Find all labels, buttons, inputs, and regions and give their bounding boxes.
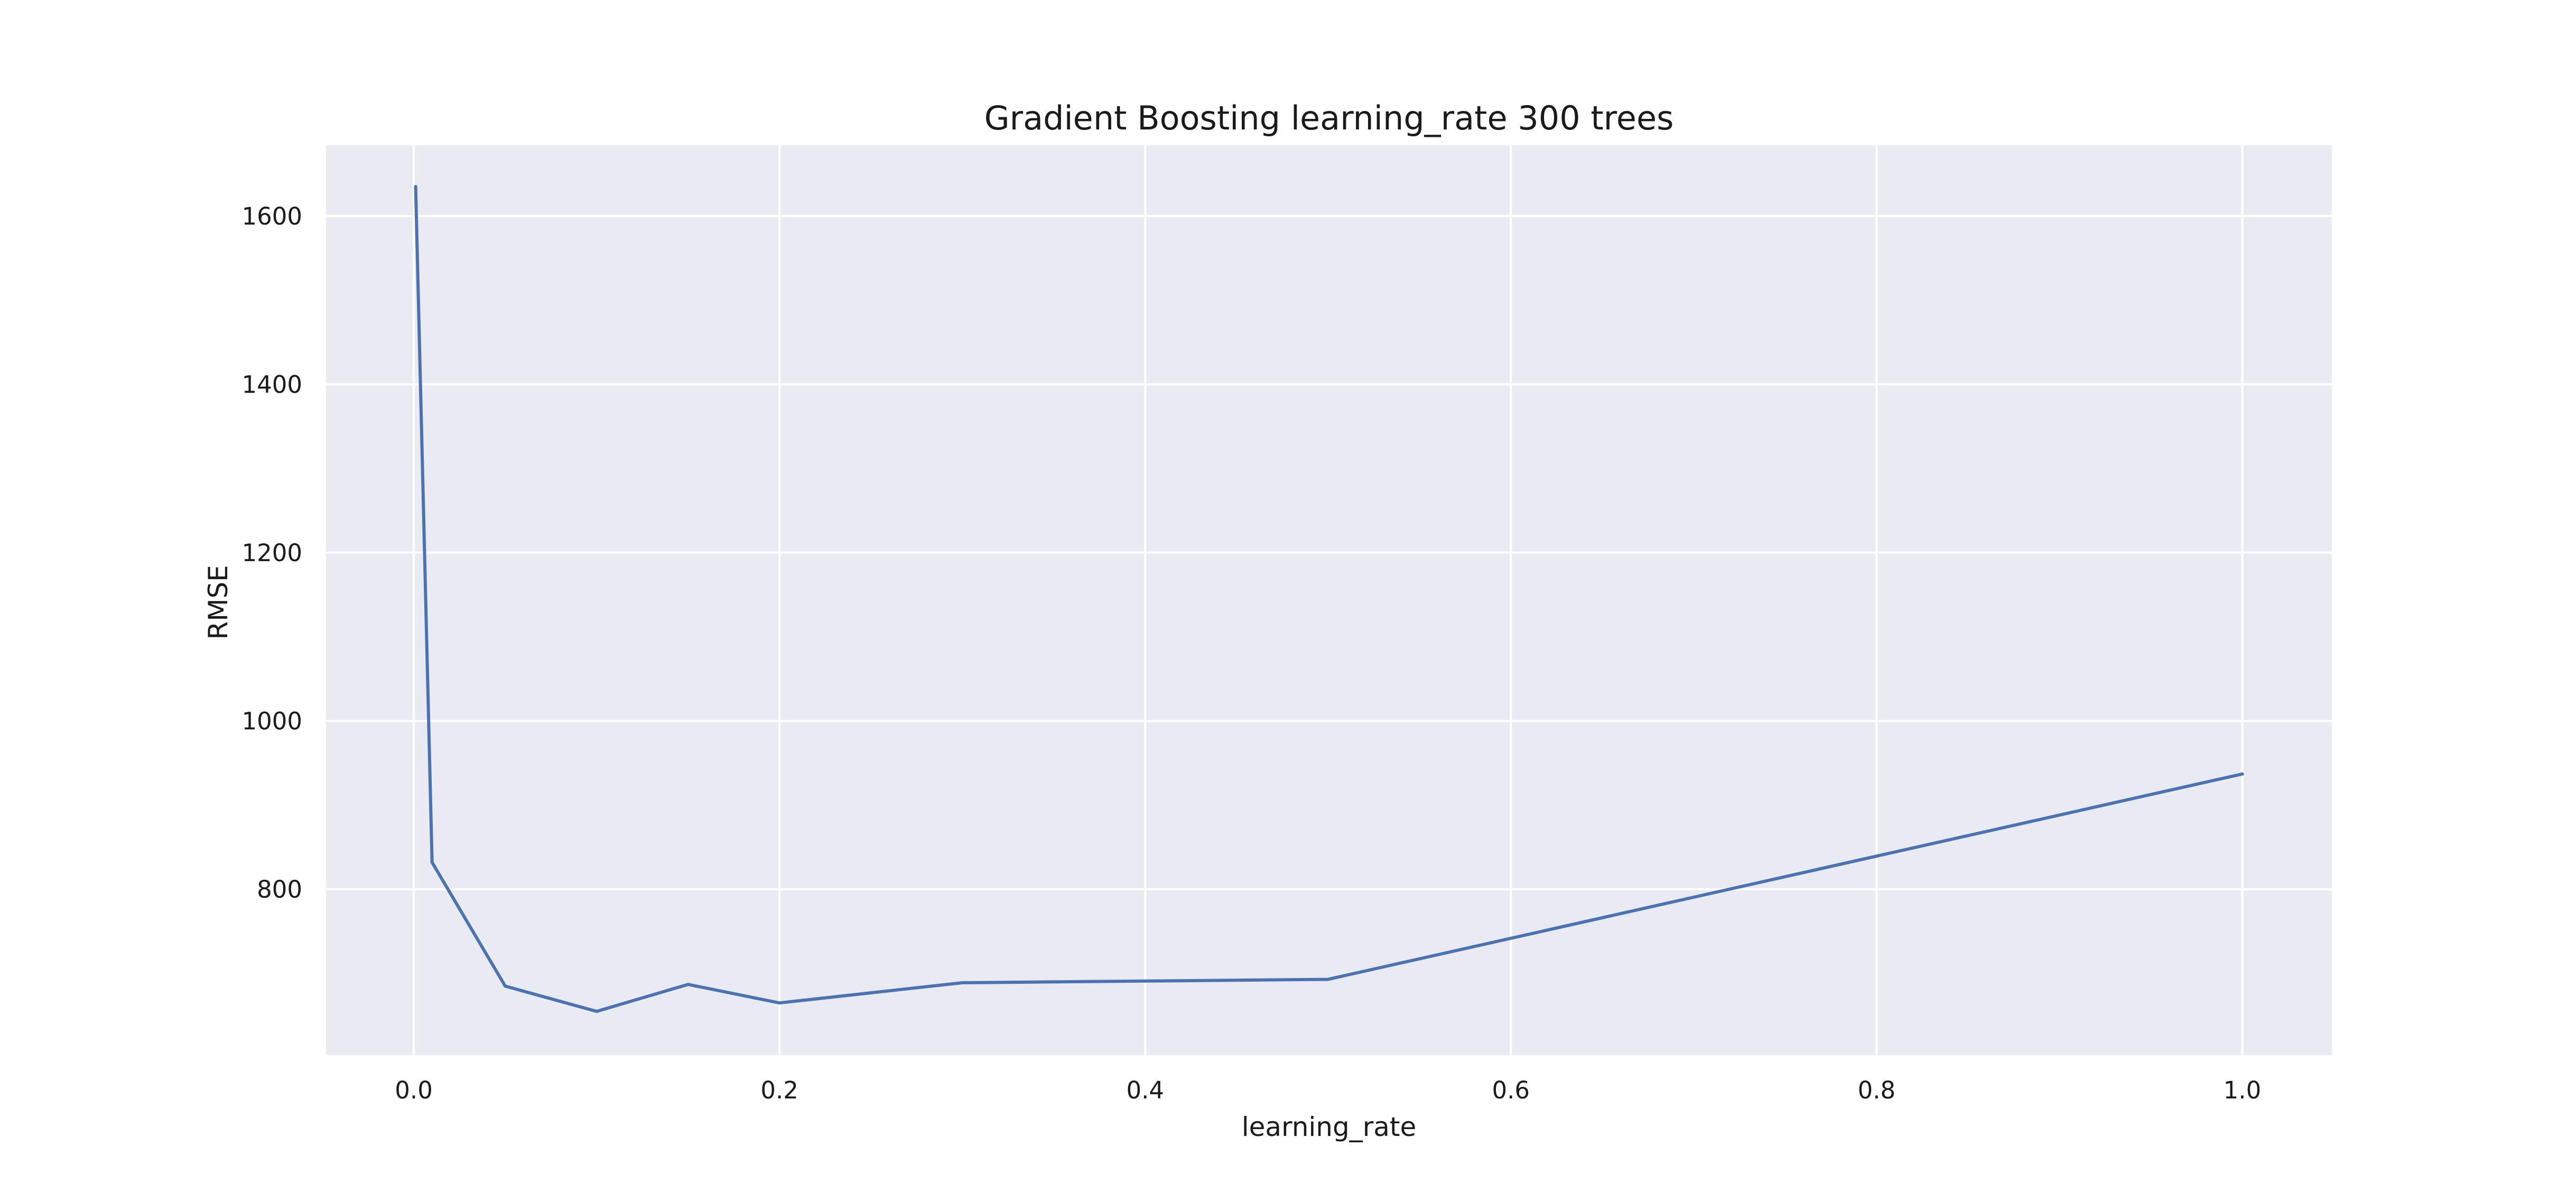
plot-area bbox=[326, 145, 2332, 1055]
data-point bbox=[504, 984, 507, 988]
x-tick-label: 0.2 bbox=[760, 1076, 798, 1104]
y-tick-label: 1200 bbox=[241, 539, 302, 567]
x-tick-label: 1.0 bbox=[2224, 1076, 2262, 1104]
y-tick-label: 1600 bbox=[241, 202, 302, 230]
x-axis-label: learning_rate bbox=[1242, 1112, 1417, 1142]
y-tick-label: 1000 bbox=[241, 707, 302, 735]
data-point bbox=[778, 1001, 782, 1005]
x-tick-label: 0.4 bbox=[1126, 1076, 1164, 1104]
data-point bbox=[414, 185, 417, 189]
data-point bbox=[961, 981, 964, 985]
y-tick-label: 800 bbox=[257, 875, 302, 903]
data-point bbox=[430, 861, 434, 864]
x-tick-label: 0.8 bbox=[1858, 1076, 1896, 1104]
x-tick-label: 0.0 bbox=[395, 1076, 433, 1104]
x-tick-label: 0.6 bbox=[1492, 1076, 1530, 1104]
data-point bbox=[686, 983, 690, 986]
y-axis-label: RMSE bbox=[203, 565, 234, 639]
data-point bbox=[2240, 772, 2244, 776]
data-point bbox=[595, 1010, 599, 1013]
y-axis-ticks: 800 1000 1200 1400 1600 bbox=[241, 202, 302, 903]
data-points bbox=[414, 185, 2244, 1013]
chart-title: Gradient Boosting learning_rate 300 tree… bbox=[984, 99, 1674, 137]
y-tick-label: 1400 bbox=[241, 370, 302, 398]
data-point bbox=[1326, 977, 1330, 981]
x-axis-ticks: 0.0 0.2 0.4 0.6 0.8 1.0 bbox=[395, 1076, 2261, 1104]
grid-lines bbox=[326, 145, 2332, 1055]
